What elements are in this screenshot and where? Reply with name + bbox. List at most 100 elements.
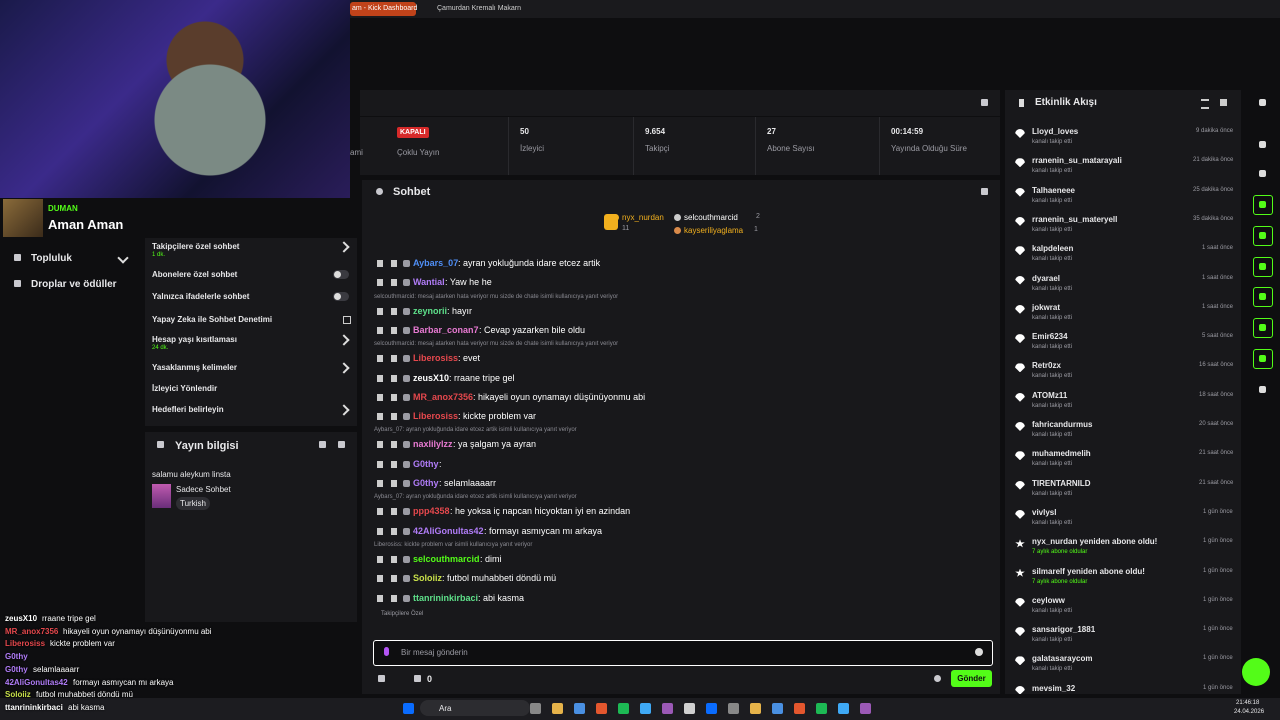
search-text[interactable]: Ara bbox=[439, 704, 452, 713]
taskbar-icon[interactable] bbox=[530, 703, 541, 714]
toggle[interactable] bbox=[333, 292, 349, 301]
sidebar-button[interactable] bbox=[1253, 349, 1273, 369]
gift-count: 0 bbox=[427, 674, 433, 684]
mod-icon bbox=[391, 555, 397, 563]
event-icon bbox=[1015, 187, 1025, 197]
taskbar-icon[interactable] bbox=[794, 703, 805, 714]
mod-icon bbox=[377, 355, 383, 363]
setting-label[interactable]: Abonelere özel sohbet bbox=[152, 270, 238, 279]
taskbar-icon[interactable] bbox=[728, 703, 739, 714]
taskbar-icon[interactable] bbox=[403, 703, 414, 714]
event-icon bbox=[1015, 129, 1025, 138]
tab-title[interactable]: Çamurdan Kremalı Makarn bbox=[437, 5, 522, 12]
chat-text: : bbox=[439, 458, 442, 469]
status-badge: KAPALI bbox=[397, 127, 429, 138]
setting-label[interactable]: İzleyici Yönlendir bbox=[152, 384, 218, 393]
taskbar-icon[interactable] bbox=[618, 703, 629, 714]
taskbar-icon[interactable] bbox=[552, 703, 563, 714]
setting-label[interactable]: Hesap yaşı kısıtlaması bbox=[152, 335, 237, 344]
overlay-user: G0thy bbox=[5, 652, 28, 662]
send-button[interactable]: Gönder bbox=[951, 670, 992, 687]
setting-label[interactable]: Yapay Zeka ile Sohbet Denetimi bbox=[152, 315, 273, 324]
mod-icon bbox=[377, 307, 383, 315]
stats-bar bbox=[360, 117, 1000, 175]
sidebar-icon bbox=[1259, 170, 1266, 177]
taskbar-icon[interactable] bbox=[596, 703, 607, 714]
category: Sadece Sohbet bbox=[176, 485, 231, 494]
setting-label[interactable]: Yasaklanmış kelimeler bbox=[152, 363, 237, 372]
sidebar-button[interactable] bbox=[1253, 318, 1273, 338]
mod-icon bbox=[377, 393, 383, 401]
toggle[interactable] bbox=[333, 270, 349, 279]
chat-text: : he yoksa iç napcan hicyoktan iyi en az… bbox=[450, 506, 631, 517]
overlay-text: futbol muhabbeti döndü mü bbox=[36, 690, 133, 700]
stat-label: ami bbox=[350, 148, 363, 157]
taskbar-icon[interactable] bbox=[574, 703, 585, 714]
nav-item[interactable]: Topluluk bbox=[31, 253, 72, 264]
song-title: Aman Aman bbox=[48, 217, 124, 232]
event-time: 5 saat önce bbox=[1202, 333, 1234, 340]
stream-info-panel bbox=[145, 432, 357, 622]
badge bbox=[403, 555, 410, 563]
popout-icon[interactable] bbox=[981, 99, 988, 106]
taskbar-icon[interactable] bbox=[772, 703, 783, 714]
taskbar-icon[interactable] bbox=[640, 703, 651, 714]
external-icon[interactable] bbox=[343, 316, 351, 324]
event-time: 1 gün önce bbox=[1203, 655, 1233, 662]
sidebar-button[interactable] bbox=[1253, 195, 1273, 215]
overlay-user: zeusX10 bbox=[5, 614, 38, 623]
sidebar-button[interactable] bbox=[1253, 287, 1273, 307]
tab-active[interactable] bbox=[350, 2, 416, 16]
sidebar-button[interactable] bbox=[1253, 226, 1273, 246]
setting-label[interactable]: Hedefleri belirleyin bbox=[152, 405, 224, 414]
taskbar-icon[interactable] bbox=[816, 703, 827, 714]
sidebar-icon bbox=[1259, 263, 1266, 270]
popout-icon[interactable] bbox=[981, 188, 988, 195]
event-icon bbox=[1015, 216, 1025, 226]
support-button[interactable] bbox=[1242, 658, 1270, 686]
taskbar-icon[interactable] bbox=[662, 703, 673, 714]
taskbar-icon[interactable] bbox=[860, 703, 871, 714]
emoji-button[interactable] bbox=[975, 648, 983, 656]
setting-label[interactable]: Takipçilere özel sohbet bbox=[152, 242, 240, 251]
event-icon bbox=[1015, 246, 1025, 256]
chat-input[interactable] bbox=[373, 640, 993, 666]
event-name: dyarael bbox=[1032, 273, 1061, 283]
gifter-name: kayseriliyaglama bbox=[684, 226, 744, 235]
gifter-count: 1 bbox=[754, 226, 758, 233]
mod-icon bbox=[391, 326, 397, 334]
event-name: Retr0zx bbox=[1032, 361, 1061, 371]
search-box[interactable] bbox=[420, 700, 530, 716]
sidebar-icon bbox=[1259, 141, 1266, 148]
taskbar-icon[interactable] bbox=[838, 703, 849, 714]
event-desc: kanalı takip etti bbox=[1032, 197, 1073, 204]
tab-title[interactable]: am - Kick Dashboard bbox=[352, 5, 418, 12]
event-time: 1 gün önce bbox=[1203, 684, 1233, 691]
mic-icon[interactable] bbox=[384, 647, 389, 656]
setting-label[interactable]: Yalnızca ifadelerle sohbet bbox=[152, 292, 250, 301]
sidebar-button[interactable] bbox=[1253, 257, 1273, 277]
event-time: 21 saat önce bbox=[1199, 479, 1234, 486]
taskbar-icon[interactable] bbox=[706, 703, 717, 714]
setting-sub: 24 dk. bbox=[152, 345, 169, 351]
nav-item[interactable]: Droplar ve ödüller bbox=[31, 279, 117, 290]
chat-user: G0thy bbox=[413, 478, 439, 488]
stat-label: Çoklu Yayın bbox=[397, 148, 440, 157]
popout-icon[interactable] bbox=[338, 441, 345, 448]
edit-icon[interactable] bbox=[319, 441, 326, 448]
chat-placeholder[interactable]: Bir mesaj gönderin bbox=[401, 648, 468, 657]
event-icon bbox=[1015, 304, 1025, 314]
reply-note: Aybars_07: ayran yokluğunda idare etcez … bbox=[374, 427, 577, 434]
badge bbox=[403, 413, 410, 421]
mod-icon bbox=[377, 508, 383, 516]
taskbar-icon[interactable] bbox=[750, 703, 761, 714]
event-time: 18 saat önce bbox=[1199, 391, 1234, 398]
chat-user: selcouthmarcid bbox=[413, 553, 480, 564]
event-desc: kanalı takip etti bbox=[1032, 461, 1073, 468]
stat-value: 00:14:59 bbox=[891, 127, 924, 136]
taskbar-icon[interactable] bbox=[684, 703, 695, 714]
event-time: 1 gün önce bbox=[1203, 508, 1233, 515]
mod-icon bbox=[377, 374, 383, 382]
settings-icon[interactable] bbox=[934, 675, 941, 682]
mod-icon bbox=[391, 480, 397, 487]
